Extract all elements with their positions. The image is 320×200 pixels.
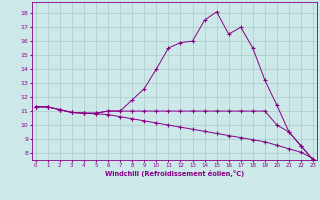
X-axis label: Windchill (Refroidissement éolien,°C): Windchill (Refroidissement éolien,°C)	[105, 170, 244, 177]
